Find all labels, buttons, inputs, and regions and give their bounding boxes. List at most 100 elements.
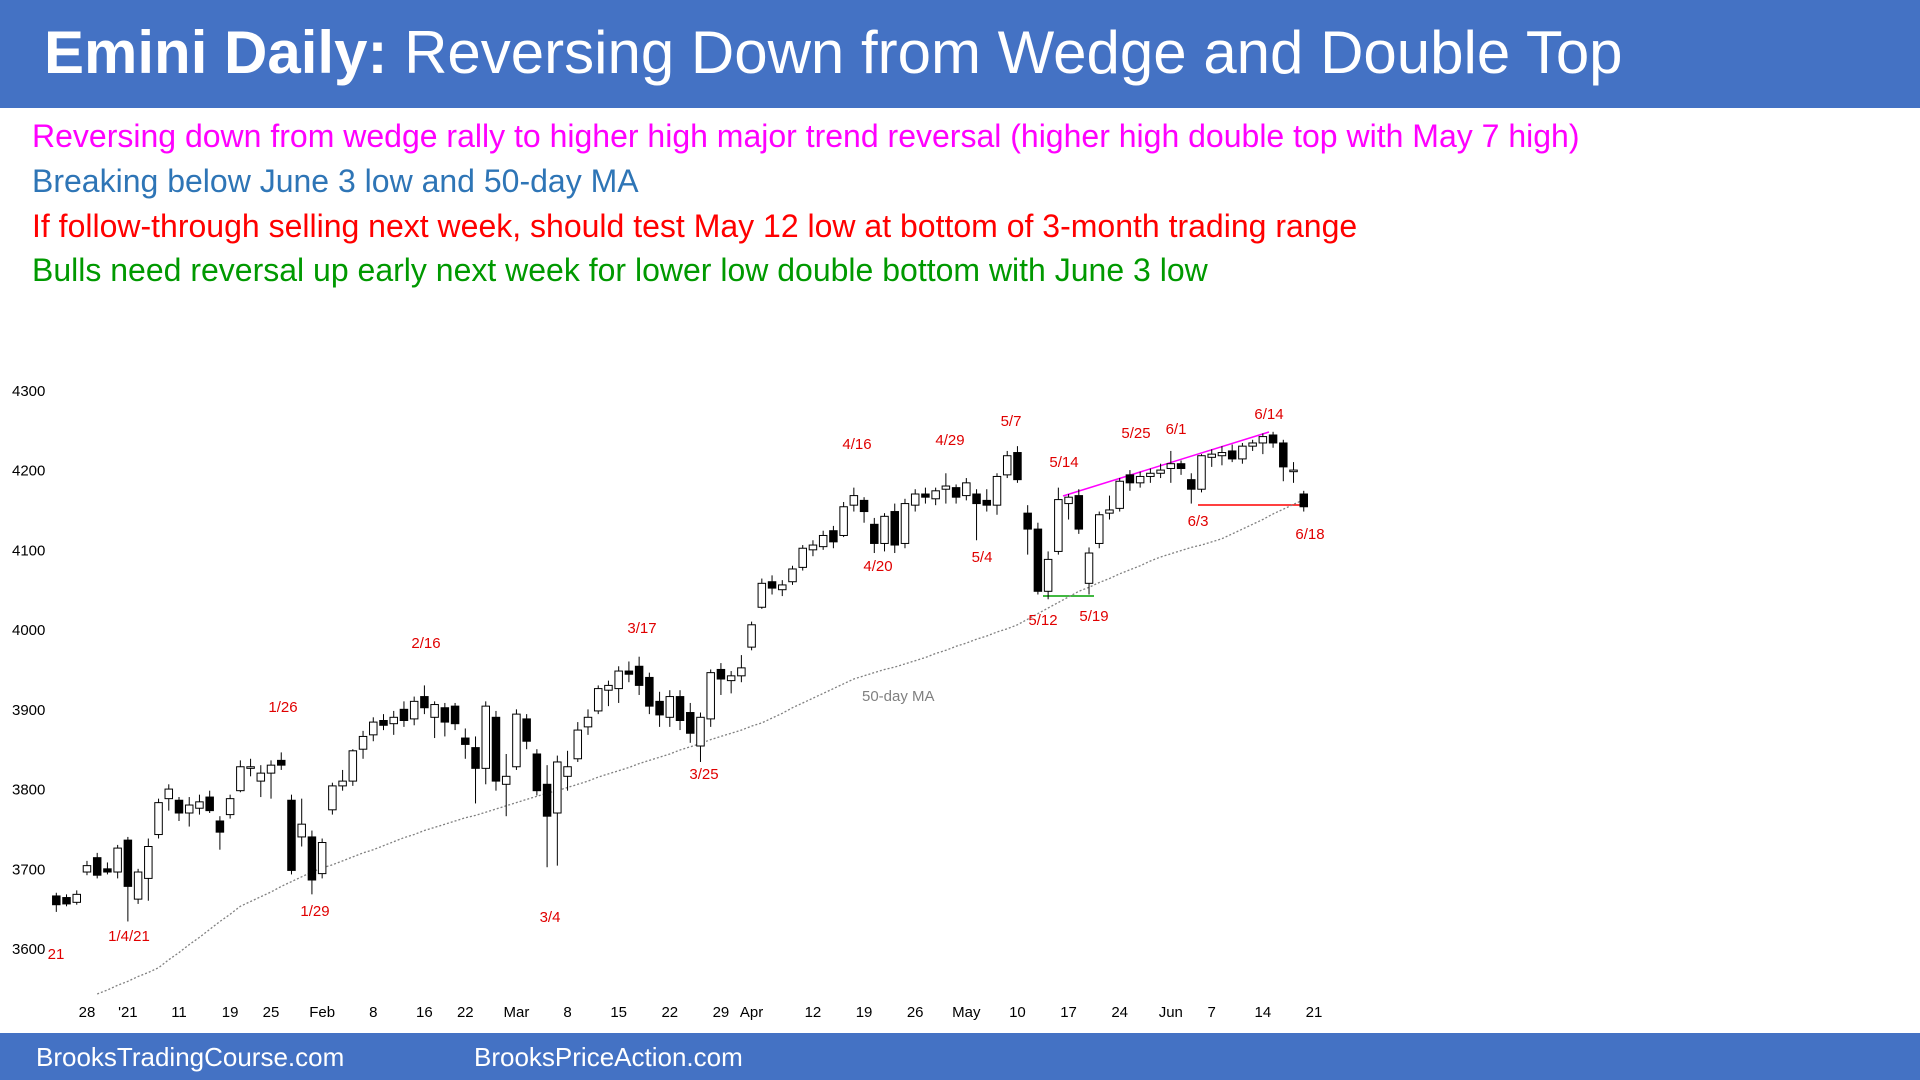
candle-body [808, 544, 818, 551]
candle-body [164, 788, 174, 800]
date-annotation: 3/4 [540, 909, 561, 926]
candle-body [72, 893, 81, 903]
y-tick-label: 3900 [12, 702, 45, 719]
candle-body [686, 712, 695, 734]
date-annotation: 6/1 [1166, 421, 1187, 438]
candle-body [818, 534, 828, 548]
x-tick-label: 15 [610, 1004, 627, 1021]
x-tick-label: 10 [1009, 1004, 1026, 1021]
candle-body [1023, 512, 1032, 530]
date-annotation: 6/3 [1188, 513, 1209, 530]
candle-body [205, 796, 214, 812]
candle-body [461, 737, 470, 745]
candle-body [829, 530, 838, 543]
y-tick-label: 4000 [12, 622, 45, 639]
candle-body [634, 665, 644, 686]
note: Breaking below June 3 low and 50-day MA [32, 163, 639, 199]
candle-body [921, 493, 930, 498]
date-annotation: 5/7 [1001, 413, 1022, 430]
candle-body [328, 785, 337, 811]
candle-body [82, 865, 92, 873]
date-annotation: 5/25 [1121, 425, 1150, 442]
candle-body [778, 584, 787, 591]
title-text: Reversing Down from Wedge and Double Top [404, 19, 1623, 86]
note: Reversing down from wedge rally to highe… [32, 118, 1580, 154]
x-tick-label: 26 [907, 1004, 924, 1021]
candle-body [880, 515, 889, 544]
candle-body [553, 761, 562, 814]
candle-body [1115, 480, 1124, 509]
candle-body [277, 759, 286, 766]
candle-body [737, 667, 746, 677]
date-annotation: 5/14 [1049, 454, 1078, 471]
candle-body [1176, 463, 1186, 469]
candle-body [266, 764, 276, 774]
x-tick-label: 14 [1255, 1004, 1272, 1021]
x-tick-label: 22 [457, 1004, 474, 1021]
candle-body [645, 676, 654, 707]
y-tick-label: 4300 [12, 383, 45, 400]
candle-body [870, 523, 879, 544]
x-tick-label: 7 [1208, 1004, 1216, 1021]
date-annotation: 6/14 [1254, 406, 1283, 423]
candle-body [123, 839, 133, 887]
candle-body [706, 672, 715, 720]
candle-body [409, 700, 419, 720]
candle-body [1207, 453, 1216, 458]
candle-body [992, 475, 1002, 506]
candle-body [369, 721, 378, 736]
candle-body [951, 487, 961, 498]
candle-body [420, 696, 429, 709]
x-tick-label: 11 [171, 1004, 187, 1021]
candle-body [399, 708, 409, 721]
candle-body [1054, 499, 1063, 552]
candle-body [890, 511, 899, 546]
candle-body [52, 895, 61, 906]
y-tick-label: 3700 [12, 861, 45, 878]
candle-body [593, 688, 603, 712]
candle-body [962, 482, 971, 497]
date-annotation: 1/4/21 [108, 928, 150, 945]
x-tick-label: 17 [1060, 1004, 1077, 1021]
candle-body [1248, 442, 1257, 447]
x-tick-label: 12 [805, 1004, 822, 1021]
date-annotation: 5/12 [1028, 612, 1057, 629]
candle-body [665, 696, 675, 718]
candle-body [512, 713, 521, 768]
ma-label: 50-day MA [862, 688, 935, 705]
candle-body [287, 799, 296, 871]
x-tick-label: 16 [416, 1004, 433, 1021]
candle-body [1197, 455, 1206, 490]
x-tick-label: 24 [1111, 1004, 1128, 1021]
candle-body [1238, 445, 1247, 460]
candle-body [246, 766, 255, 769]
candle-body [471, 747, 480, 769]
y-tick-label: 4200 [12, 463, 45, 480]
candle-body [307, 836, 317, 881]
candle-body [1125, 474, 1135, 484]
candle-body [1227, 450, 1237, 460]
candle-body [532, 753, 542, 792]
candle-body [1156, 469, 1165, 474]
candle-body [62, 897, 71, 905]
candle-body [256, 772, 266, 782]
candle-body [859, 499, 869, 513]
date-annotation: 1/26 [268, 699, 297, 716]
candle-body [348, 750, 358, 782]
candle-body [440, 707, 450, 723]
candle-body [1166, 463, 1176, 469]
candle-body [583, 716, 593, 728]
candle-body [481, 705, 490, 769]
candle-body [798, 547, 807, 568]
x-tick-label: 22 [661, 1004, 678, 1021]
candle-body [624, 670, 634, 675]
candle-body [184, 804, 194, 814]
date-annotation: 5/4 [972, 549, 993, 566]
date-annotation: 4/29 [935, 432, 964, 449]
wedge-line [1062, 431, 1270, 497]
candle-body [972, 493, 981, 505]
moving-average [96, 499, 1305, 995]
candle-body [103, 868, 112, 873]
candle-body [236, 766, 245, 792]
